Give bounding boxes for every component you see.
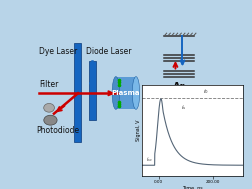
Text: Ar: Ar — [173, 82, 185, 92]
Text: Diode Laser: Diode Laser — [86, 47, 132, 56]
Text: Photodiode: Photodiode — [36, 126, 80, 135]
Ellipse shape — [132, 77, 140, 109]
Y-axis label: Signal, V: Signal, V — [136, 120, 141, 141]
Text: Dye Laser: Dye Laser — [39, 47, 78, 56]
Text: Filter: Filter — [39, 80, 59, 89]
Polygon shape — [75, 43, 81, 142]
Text: $i_s$: $i_s$ — [181, 104, 186, 112]
X-axis label: Time, ns: Time, ns — [182, 185, 203, 189]
Bar — [115, 77, 136, 109]
Text: $i_{sc}$: $i_{sc}$ — [146, 155, 153, 164]
Polygon shape — [89, 60, 96, 120]
Ellipse shape — [112, 77, 120, 109]
Ellipse shape — [44, 103, 54, 112]
Text: Plasma: Plasma — [112, 90, 140, 96]
Text: $i_0$: $i_0$ — [203, 87, 209, 96]
Ellipse shape — [44, 115, 57, 125]
